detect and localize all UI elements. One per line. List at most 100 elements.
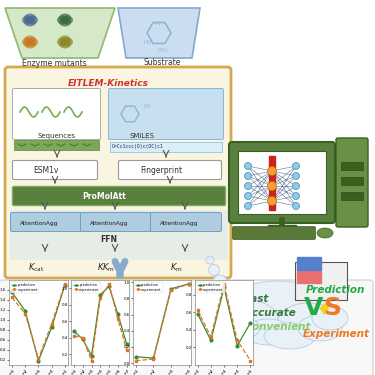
experiment	[23, 312, 27, 316]
Line: experiment: experiment	[196, 283, 252, 362]
Line: prediction: prediction	[10, 284, 66, 362]
Ellipse shape	[57, 38, 69, 46]
Text: V: V	[304, 296, 323, 320]
Text: Fingerprint: Fingerprint	[140, 166, 182, 175]
Circle shape	[267, 182, 276, 190]
Circle shape	[292, 202, 300, 210]
FancyBboxPatch shape	[336, 138, 368, 227]
experiment	[72, 334, 76, 338]
Circle shape	[267, 166, 276, 176]
prediction	[195, 312, 200, 316]
Circle shape	[267, 196, 276, 206]
Text: ✓ Fast: ✓ Fast	[232, 294, 268, 304]
experiment	[63, 282, 67, 286]
prediction	[36, 358, 40, 363]
prediction	[124, 342, 129, 346]
Ellipse shape	[24, 36, 36, 45]
Circle shape	[244, 172, 252, 180]
Text: HO: HO	[143, 40, 152, 45]
prediction	[186, 282, 191, 286]
experiment	[195, 308, 200, 313]
FancyBboxPatch shape	[295, 262, 347, 300]
Text: Experiment: Experiment	[303, 329, 370, 339]
FancyBboxPatch shape	[118, 160, 222, 180]
Ellipse shape	[22, 38, 34, 46]
Text: Enzyme mutants: Enzyme mutants	[22, 59, 87, 68]
prediction	[151, 356, 156, 360]
Bar	[10, 210, 228, 260]
experiment	[134, 358, 138, 363]
Bar	[341, 192, 363, 200]
experiment	[186, 282, 191, 286]
Text: SMILES: SMILES	[130, 133, 155, 139]
FancyBboxPatch shape	[12, 186, 225, 206]
Line: prediction: prediction	[134, 283, 190, 360]
FancyBboxPatch shape	[0, 280, 373, 375]
Ellipse shape	[244, 319, 292, 345]
FancyBboxPatch shape	[229, 142, 335, 223]
prediction	[81, 337, 85, 342]
prediction	[169, 286, 173, 291]
prediction	[50, 325, 54, 330]
experiment	[209, 334, 213, 339]
experiment	[81, 335, 85, 340]
FancyBboxPatch shape	[232, 226, 315, 240]
experiment	[50, 321, 54, 326]
Ellipse shape	[57, 15, 69, 24]
Bar	[297, 270, 321, 274]
Bar	[269, 156, 275, 210]
experiment	[98, 296, 103, 300]
Bar	[341, 162, 363, 170]
experiment	[124, 348, 129, 352]
Ellipse shape	[59, 13, 71, 22]
Ellipse shape	[59, 39, 71, 48]
prediction	[72, 329, 76, 333]
prediction	[222, 285, 226, 290]
Circle shape	[292, 162, 300, 170]
Legend: prediction, experiment: prediction, experiment	[197, 282, 225, 292]
Ellipse shape	[61, 38, 73, 46]
experiment	[36, 356, 40, 361]
experiment	[151, 357, 156, 361]
Text: Prediction: Prediction	[306, 285, 365, 295]
FancyBboxPatch shape	[12, 88, 100, 140]
Text: $K_\mathrm{cat}$: $K_\mathrm{cat}$	[28, 261, 45, 273]
FancyBboxPatch shape	[108, 88, 224, 140]
Text: EITLEM-Kinetics: EITLEM-Kinetics	[68, 79, 149, 88]
Circle shape	[292, 183, 300, 189]
Text: ESM1v: ESM1v	[33, 166, 58, 175]
Line: prediction: prediction	[196, 286, 252, 347]
FancyBboxPatch shape	[12, 160, 98, 180]
Circle shape	[244, 183, 252, 189]
Ellipse shape	[220, 317, 260, 339]
Bar	[297, 257, 321, 261]
Text: HO: HO	[144, 104, 152, 109]
Bar	[297, 279, 321, 283]
Ellipse shape	[24, 13, 36, 22]
Bar	[268, 225, 296, 230]
FancyBboxPatch shape	[81, 213, 152, 231]
experiment	[248, 358, 253, 363]
prediction	[23, 309, 27, 313]
prediction	[107, 284, 111, 289]
Legend: prediction, experiment: prediction, experiment	[135, 282, 163, 292]
Line: prediction: prediction	[72, 285, 128, 357]
prediction	[248, 321, 253, 325]
Text: O=Cc1ccc(O)c(OC)c1: O=Cc1ccc(O)c(OC)c1	[112, 144, 164, 149]
Text: AttentionAgg: AttentionAgg	[20, 221, 58, 226]
Bar	[238, 151, 326, 214]
Ellipse shape	[298, 315, 342, 341]
Text: $K_\mathrm{m}$: $K_\mathrm{m}$	[170, 261, 183, 273]
Ellipse shape	[61, 15, 73, 24]
Legend: prediction, experiment: prediction, experiment	[73, 282, 101, 292]
Text: H: H	[155, 21, 159, 26]
Ellipse shape	[59, 18, 71, 27]
prediction	[116, 312, 120, 317]
experiment	[10, 295, 14, 300]
Circle shape	[292, 172, 300, 180]
Ellipse shape	[218, 300, 278, 340]
Bar	[110, 142, 222, 152]
Circle shape	[209, 264, 219, 276]
Bar	[297, 261, 321, 265]
Text: Substrate: Substrate	[143, 58, 180, 67]
